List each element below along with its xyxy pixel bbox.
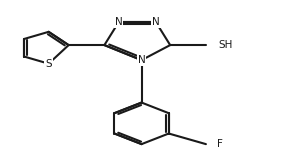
Text: S: S — [45, 59, 52, 69]
Text: F: F — [217, 139, 223, 149]
Text: N: N — [115, 17, 123, 27]
Text: N: N — [138, 55, 146, 65]
Text: N: N — [152, 17, 160, 27]
Text: SH: SH — [219, 40, 233, 50]
